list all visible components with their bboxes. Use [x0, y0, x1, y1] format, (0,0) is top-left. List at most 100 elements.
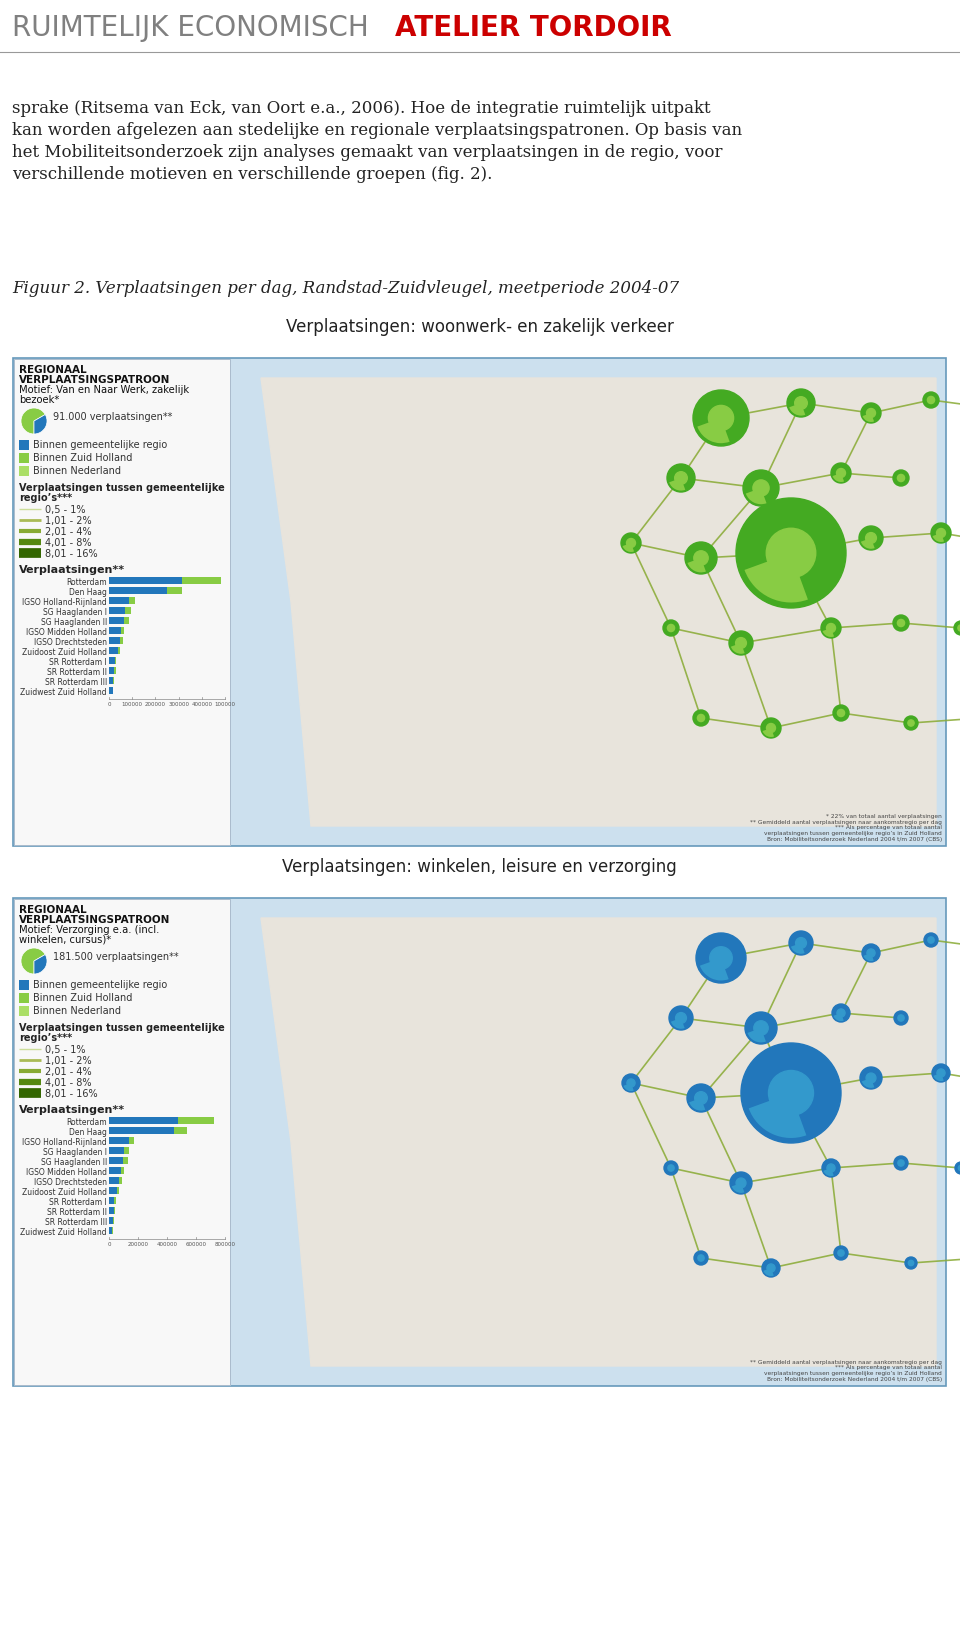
Bar: [109, 598, 130, 604]
Bar: [19, 440, 29, 450]
Wedge shape: [669, 478, 685, 491]
Circle shape: [693, 710, 709, 725]
Circle shape: [862, 945, 880, 963]
Circle shape: [898, 475, 904, 481]
Circle shape: [693, 390, 749, 445]
Text: 400000: 400000: [191, 702, 212, 707]
Wedge shape: [763, 1269, 774, 1277]
Circle shape: [832, 1003, 850, 1021]
Wedge shape: [687, 558, 706, 573]
Circle shape: [754, 1021, 768, 1035]
Wedge shape: [623, 1084, 634, 1092]
Circle shape: [687, 1084, 715, 1112]
Bar: [114, 666, 115, 674]
Circle shape: [627, 539, 636, 547]
Wedge shape: [622, 543, 634, 552]
Wedge shape: [34, 414, 47, 434]
Wedge shape: [824, 1169, 834, 1175]
Circle shape: [958, 625, 960, 632]
Text: * 22% van totaal aantal verplaatsingen
** Gemiddeld aantal verplaatsingen naar a: * 22% van totaal aantal verplaatsingen *…: [750, 814, 942, 841]
Text: 1,01 - 2%: 1,01 - 2%: [45, 516, 91, 525]
Circle shape: [695, 1092, 708, 1105]
Bar: [181, 576, 222, 584]
Wedge shape: [833, 1013, 844, 1021]
Wedge shape: [671, 1018, 684, 1028]
Circle shape: [709, 946, 732, 969]
Text: Binnen Zuid Holland: Binnen Zuid Holland: [33, 453, 132, 463]
Wedge shape: [933, 1072, 944, 1080]
Wedge shape: [823, 629, 834, 637]
Text: verschillende motieven en verschillende groepen (fig. 2).: verschillende motieven en verschillende …: [12, 165, 492, 183]
Wedge shape: [832, 473, 844, 481]
Wedge shape: [863, 953, 874, 961]
Circle shape: [694, 550, 708, 565]
Circle shape: [745, 1012, 777, 1044]
Bar: [114, 1197, 116, 1203]
Text: SG Haaglanden II: SG Haaglanden II: [40, 619, 107, 627]
Bar: [109, 656, 115, 665]
Circle shape: [767, 1264, 775, 1272]
Circle shape: [796, 938, 806, 948]
Circle shape: [762, 1259, 780, 1277]
Text: 4,01 - 8%: 4,01 - 8%: [45, 539, 91, 548]
Circle shape: [893, 470, 909, 486]
Circle shape: [769, 1071, 813, 1115]
Wedge shape: [689, 1098, 706, 1110]
Text: regio’s***: regio’s***: [19, 493, 72, 503]
Text: 91.000 verplaatsingen**: 91.000 verplaatsingen**: [53, 413, 173, 422]
Text: Verplaatsingen: winkelen, leisure en verzorging: Verplaatsingen: winkelen, leisure en ver…: [282, 858, 677, 876]
Bar: [125, 607, 131, 614]
Bar: [109, 588, 167, 594]
Bar: [109, 1138, 129, 1144]
Text: VERPLAATSINGSPATROON: VERPLAATSINGSPATROON: [19, 915, 170, 925]
Bar: [109, 1187, 117, 1193]
Text: Verplaatsingen: woonwerk- en zakelijk verkeer: Verplaatsingen: woonwerk- en zakelijk ve…: [285, 318, 673, 336]
Text: ATELIER TORDOIR: ATELIER TORDOIR: [395, 15, 672, 43]
Bar: [119, 1177, 122, 1184]
Text: Verplaatsingen**: Verplaatsingen**: [19, 1105, 125, 1115]
Wedge shape: [862, 413, 874, 422]
Text: ** Gemiddeld aantal verplaatsingen naar aankomstregio per dag
*** Als percentage: ** Gemiddeld aantal verplaatsingen naar …: [750, 1360, 942, 1382]
Bar: [109, 647, 118, 655]
Circle shape: [831, 463, 851, 483]
Bar: [109, 576, 181, 584]
Text: Motief: Van en Naar Werk, zakelijk: Motief: Van en Naar Werk, zakelijk: [19, 385, 189, 395]
Text: bezoek*: bezoek*: [19, 395, 60, 404]
Text: Verplaatsingen tussen gemeentelijke: Verplaatsingen tussen gemeentelijke: [19, 1023, 225, 1033]
Bar: [121, 627, 124, 634]
Circle shape: [834, 1246, 848, 1260]
Text: 100000: 100000: [214, 702, 235, 707]
Circle shape: [736, 498, 846, 607]
Text: sprake (Ritsema van Eck, van Oort e.a., 2006). Hoe de integratie ruimtelijk uitp: sprake (Ritsema van Eck, van Oort e.a., …: [12, 100, 710, 116]
Polygon shape: [261, 918, 936, 1365]
Circle shape: [867, 409, 876, 417]
Bar: [19, 994, 29, 1003]
Text: 200000: 200000: [128, 1242, 149, 1247]
Circle shape: [838, 1251, 844, 1256]
Circle shape: [667, 624, 675, 632]
Circle shape: [833, 706, 849, 720]
Circle shape: [861, 403, 881, 422]
Text: 400000: 400000: [156, 1242, 178, 1247]
Bar: [120, 637, 123, 643]
Text: IGSO Holland-Rijnland: IGSO Holland-Rijnland: [22, 1138, 107, 1148]
Circle shape: [893, 616, 909, 630]
Wedge shape: [749, 1094, 806, 1138]
Bar: [19, 981, 29, 990]
Wedge shape: [748, 1028, 766, 1043]
Text: 600000: 600000: [185, 1242, 206, 1247]
Bar: [14, 359, 230, 845]
Text: 8,01 - 16%: 8,01 - 16%: [45, 1089, 98, 1098]
Circle shape: [954, 620, 960, 635]
Text: 4,01 - 8%: 4,01 - 8%: [45, 1079, 91, 1089]
Wedge shape: [932, 534, 944, 542]
Circle shape: [860, 1067, 882, 1089]
Circle shape: [735, 637, 747, 648]
Text: 100000: 100000: [122, 702, 143, 707]
Bar: [123, 1157, 128, 1164]
Text: SR Rotterdam II: SR Rotterdam II: [47, 668, 107, 678]
Text: 0: 0: [108, 1242, 110, 1247]
Wedge shape: [746, 488, 766, 504]
Text: Binnen gemeentelijke regio: Binnen gemeentelijke regio: [33, 981, 167, 990]
Circle shape: [667, 463, 695, 493]
